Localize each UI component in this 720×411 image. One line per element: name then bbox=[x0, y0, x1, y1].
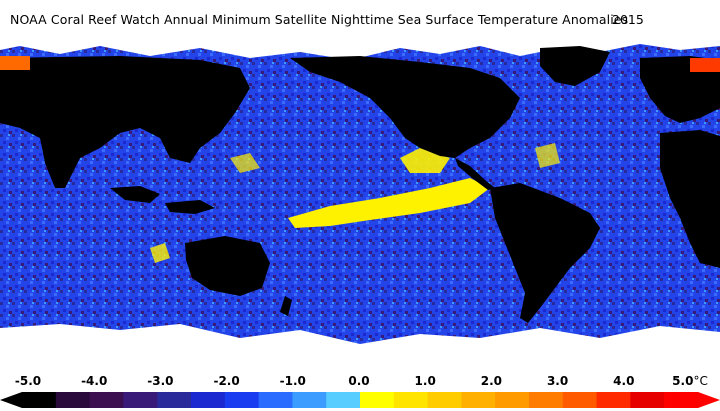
legend-tick-label: -5.0 bbox=[14, 374, 42, 388]
colorbar-segment bbox=[123, 392, 158, 408]
colorbar-segment bbox=[292, 392, 327, 408]
colorbar-segment bbox=[89, 392, 124, 408]
colorbar-segment bbox=[630, 392, 665, 408]
sst-anomaly-map bbox=[0, 38, 720, 370]
legend-tick-label: -2.0 bbox=[213, 374, 240, 388]
legend-unit: °C bbox=[693, 374, 708, 388]
legend-tick-label: 0.0 bbox=[348, 374, 370, 388]
world-map-svg bbox=[0, 38, 720, 370]
warm-corner-northeast bbox=[690, 58, 720, 72]
legend: -5.0 -4.0 -3.0 -2.0 -1.0 0.0 1.0 2.0 3.0 4.0 5.0°C bbox=[0, 370, 720, 411]
colorbar-segment bbox=[495, 392, 530, 408]
colorbar-segment bbox=[664, 392, 699, 408]
colorbar-right-arrow bbox=[698, 392, 720, 408]
legend-tick-label: 3.0 bbox=[546, 374, 569, 388]
sea-ice bbox=[0, 38, 720, 370]
colorbar-segment bbox=[224, 392, 260, 408]
colorbar-segment bbox=[326, 392, 361, 408]
colorbar bbox=[0, 392, 720, 408]
colorbar-left-arrow bbox=[0, 392, 22, 408]
colorbar-segment bbox=[529, 392, 564, 408]
colorbar-segment bbox=[191, 392, 226, 408]
colorbar-segment bbox=[157, 392, 192, 408]
land bbox=[0, 46, 720, 323]
warm-corner-northwest bbox=[0, 56, 30, 70]
colorbar-segment bbox=[562, 392, 598, 408]
colorbar-segment bbox=[461, 392, 496, 408]
legend-tick-label: -1.0 bbox=[279, 374, 306, 388]
colorbar-segment bbox=[393, 392, 429, 408]
colorbar-segment bbox=[22, 392, 57, 408]
warm-anomaly-regions bbox=[150, 143, 560, 263]
legend-tick-label: 4.0 bbox=[613, 374, 635, 388]
legend-tick-label: -3.0 bbox=[147, 374, 174, 388]
legend-tick-label: 5.0°C bbox=[672, 374, 708, 388]
colorbar-segment bbox=[427, 392, 462, 408]
map-year: 2015 bbox=[612, 12, 644, 27]
map-title-bar: NOAA Coral Reef Watch Annual Minimum Sat… bbox=[0, 0, 720, 38]
legend-tick-label: 1.0 bbox=[414, 374, 436, 388]
legend-tick-label: 2.0 bbox=[480, 374, 503, 388]
colorbar-segment bbox=[258, 392, 293, 408]
colorbar-segment bbox=[55, 392, 91, 408]
colorbar-segment bbox=[596, 392, 631, 408]
map-title: NOAA Coral Reef Watch Annual Minimum Sat… bbox=[10, 12, 629, 27]
colorbar-segment bbox=[360, 392, 395, 408]
legend-tick-label: -4.0 bbox=[81, 374, 108, 388]
